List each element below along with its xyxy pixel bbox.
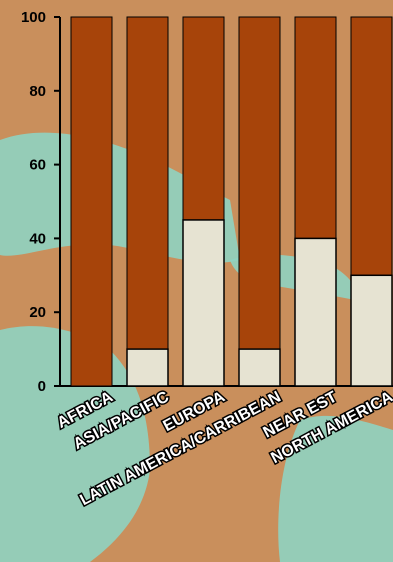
y-tick-label: 100 (21, 9, 46, 26)
y-tick-label: 80 (29, 83, 46, 100)
bar-lower-segment (238, 348, 281, 387)
y-tick-label: 40 (29, 230, 46, 247)
map-water-indian (278, 415, 393, 562)
y-tick-label: 60 (29, 157, 46, 174)
bar-upper-segment (238, 16, 281, 350)
bar-lower-segment (350, 274, 393, 387)
bar-lower-segment (126, 348, 169, 387)
bar-upper-segment (126, 16, 169, 350)
bars (70, 16, 393, 387)
y-tick-label: 0 (38, 378, 46, 395)
bar-upper-segment (350, 16, 393, 276)
bar-lower-segment (294, 237, 337, 387)
bar-upper-segment (294, 16, 337, 239)
bar-upper-segment (182, 16, 225, 221)
y-tick-label: 20 (29, 304, 46, 321)
y-axis: 0 20 40 60 80 100 (21, 9, 393, 395)
bar-lower-segment (182, 219, 225, 387)
bar-upper-segment (70, 16, 113, 387)
